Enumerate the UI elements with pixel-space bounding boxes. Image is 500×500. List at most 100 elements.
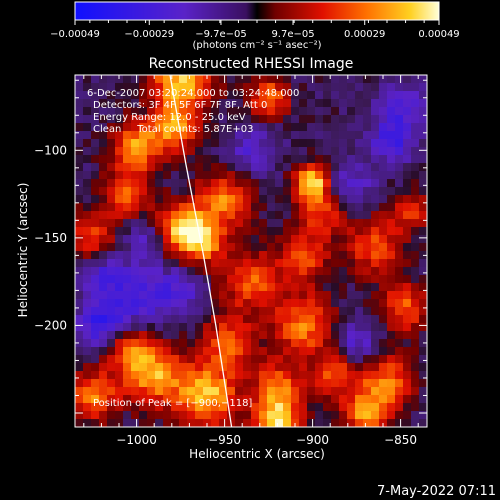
heatmap-cell xyxy=(91,403,100,412)
heatmap-cell xyxy=(91,147,100,156)
heatmap-cell xyxy=(115,283,124,292)
heatmap-cell xyxy=(339,187,348,196)
heatmap-cell xyxy=(131,299,140,308)
heatmap-cell xyxy=(275,235,284,244)
heatmap-cell xyxy=(163,387,172,396)
heatmap-cell xyxy=(179,115,188,124)
heatmap-cell xyxy=(395,347,404,356)
heatmap-cell xyxy=(283,243,292,252)
heatmap-cell xyxy=(411,211,420,220)
heatmap-cell xyxy=(163,243,172,252)
heatmap-cell xyxy=(267,251,276,260)
heatmap-cell xyxy=(339,139,348,148)
heatmap-cell xyxy=(395,251,404,260)
heatmap-cell xyxy=(195,187,204,196)
heatmap-cell xyxy=(227,195,236,204)
heatmap-cell xyxy=(251,275,260,284)
heatmap-cell xyxy=(403,307,412,316)
heatmap-cell xyxy=(267,371,276,380)
heatmap-cell xyxy=(355,323,364,332)
colorbar-tick-label: 0.00049 xyxy=(418,29,459,40)
heatmap-cell xyxy=(283,91,292,100)
heatmap-cell xyxy=(411,315,420,324)
heatmap-cell xyxy=(331,315,340,324)
heatmap-cell xyxy=(259,331,268,340)
heatmap-cell xyxy=(195,323,204,332)
heatmap-cell xyxy=(195,75,204,84)
heatmap-cell xyxy=(395,91,404,100)
heatmap-cell xyxy=(419,163,427,172)
y-tick-label: −200 xyxy=(34,318,67,332)
heatmap-cell xyxy=(259,403,268,412)
heatmap-cell xyxy=(339,179,348,188)
heatmap-cell xyxy=(403,339,412,348)
heatmap-cell xyxy=(195,275,204,284)
heatmap-cell xyxy=(219,267,228,276)
heatmap-cell xyxy=(299,275,308,284)
heatmap-cell xyxy=(83,179,92,188)
heatmap-cell xyxy=(195,283,204,292)
heatmap-cell xyxy=(219,243,228,252)
heatmap-cell xyxy=(379,219,388,228)
heatmap-cell xyxy=(411,179,420,188)
heatmap-cell xyxy=(131,371,140,380)
heatmap-cell xyxy=(347,187,356,196)
heatmap-cell xyxy=(99,123,108,132)
heatmap-cell xyxy=(147,403,156,412)
heatmap-cell xyxy=(339,291,348,300)
heatmap-cell xyxy=(147,331,156,340)
heatmap-cell xyxy=(315,267,324,276)
heatmap-cell xyxy=(187,227,196,236)
heatmap-cell xyxy=(99,203,108,212)
heatmap-cell xyxy=(203,267,212,276)
heatmap-cell xyxy=(243,315,252,324)
heatmap-cell xyxy=(155,323,164,332)
heatmap-cell xyxy=(235,203,244,212)
heatmap-cell xyxy=(179,107,188,116)
heatmap-cell xyxy=(195,267,204,276)
heatmap-cell xyxy=(379,203,388,212)
heatmap-cell xyxy=(323,291,332,300)
heatmap-cell xyxy=(283,131,292,140)
heatmap-cell xyxy=(323,403,332,412)
heatmap-cell xyxy=(163,419,172,427)
heatmap-cell xyxy=(259,315,268,324)
heatmap-cell xyxy=(211,195,220,204)
heatmap-cell xyxy=(251,195,260,204)
heatmap-cell xyxy=(331,211,340,220)
heatmap-cell xyxy=(211,291,220,300)
heatmap-cell xyxy=(75,99,84,108)
heatmap-cell xyxy=(179,195,188,204)
heatmap-cell xyxy=(211,147,220,156)
heatmap-cell xyxy=(187,99,196,108)
heatmap-cell xyxy=(371,219,380,228)
heatmap-cell xyxy=(75,371,84,380)
heatmap-cell xyxy=(411,363,420,372)
heatmap-cell xyxy=(195,211,204,220)
heatmap-cell xyxy=(307,187,316,196)
heatmap-cell xyxy=(363,227,372,236)
heatmap-cell xyxy=(315,419,324,427)
heatmap-cell xyxy=(83,419,92,427)
heatmap-cell xyxy=(291,99,300,108)
heatmap-cell xyxy=(147,267,156,276)
heatmap-cell xyxy=(163,339,172,348)
heatmap-cell xyxy=(155,331,164,340)
colorbar-tick-label: 0.00029 xyxy=(344,29,385,40)
heatmap-cell xyxy=(347,163,356,172)
heatmap-cell xyxy=(155,155,164,164)
heatmap-cell xyxy=(219,107,228,116)
heatmap-cell xyxy=(155,395,164,404)
heatmap-cell xyxy=(355,395,364,404)
heatmap-cell xyxy=(171,107,180,116)
heatmap-cell xyxy=(267,83,276,92)
heatmap-cell xyxy=(235,155,244,164)
heatmap-cell xyxy=(387,355,396,364)
heatmap-cell xyxy=(395,139,404,148)
heatmap-cell xyxy=(339,163,348,172)
heatmap-cell xyxy=(307,275,316,284)
heatmap-cell xyxy=(355,291,364,300)
heatmap-cell xyxy=(395,267,404,276)
heatmap-cell xyxy=(187,395,196,404)
heatmap-cell xyxy=(147,131,156,140)
